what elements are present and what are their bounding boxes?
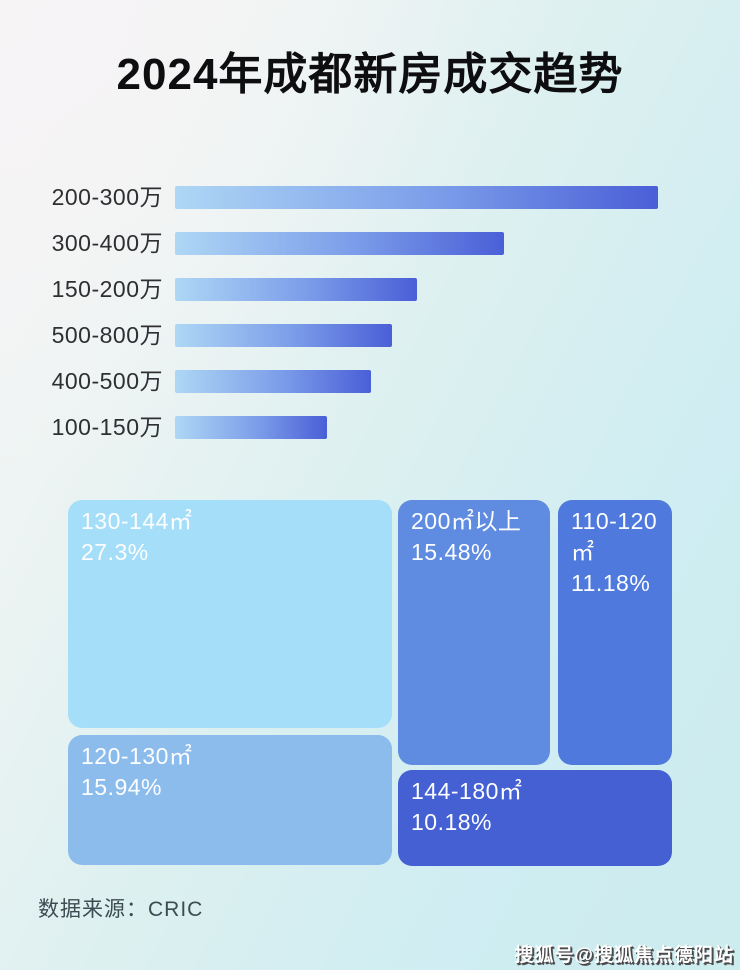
bar-category-label: 200-300万 <box>51 184 163 210</box>
bar-row: 500-800万 <box>0 324 740 347</box>
bar-row: 300-400万 <box>0 232 740 255</box>
treemap-percent: 15.48% <box>411 539 493 565</box>
bar-category-label: 400-500万 <box>51 368 163 394</box>
bar-row: 400-500万 <box>0 370 740 393</box>
page-title: 2024年成都新房成交趋势 <box>116 50 624 99</box>
treemap-label: 110-120㎡ <box>571 508 658 565</box>
bar-100-150 <box>175 416 327 439</box>
bar-150-200 <box>175 278 417 301</box>
bar-row: 100-150万 <box>0 416 740 439</box>
treemap-percent: 11.18% <box>571 570 651 596</box>
bar-track <box>175 186 740 209</box>
data-source-label: 数据来源：CRIC <box>38 898 204 921</box>
bar-track <box>175 278 740 301</box>
bar-track <box>175 416 740 439</box>
treemap-block-200-plus: 200㎡以上 15.48% <box>398 500 550 765</box>
treemap-percent: 10.18% <box>411 809 493 835</box>
treemap-label: 130-144㎡ <box>81 508 193 534</box>
bar-300-400 <box>175 232 504 255</box>
bar-track <box>175 370 740 393</box>
bar-track <box>175 324 740 347</box>
treemap-block-130-144: 130-144㎡ 27.3% <box>68 500 392 728</box>
price-band-bar-chart: 200-300万 300-400万 150-200万 500-800万 400-… <box>0 186 740 462</box>
bar-category-label: 500-800万 <box>51 322 163 348</box>
bar-category-label: 100-150万 <box>51 414 163 440</box>
treemap-percent: 15.94% <box>81 774 163 800</box>
treemap-label: 120-130㎡ <box>81 743 193 769</box>
treemap-block-120-130: 120-130㎡ 15.94% <box>68 735 392 865</box>
treemap-block-110-120: 110-120㎡ 11.18% <box>558 500 672 765</box>
treemap-percent: 27.3% <box>81 539 149 565</box>
bar-row: 150-200万 <box>0 278 740 301</box>
treemap-block-144-180: 144-180㎡ 10.18% <box>398 770 672 866</box>
bar-category-label: 300-400万 <box>51 230 163 256</box>
bar-track <box>175 232 740 255</box>
sohu-watermark: 搜狐号@搜狐焦点德阳站 <box>514 945 734 966</box>
treemap-label: 144-180㎡ <box>411 778 523 804</box>
bar-400-500 <box>175 370 371 393</box>
bar-row: 200-300万 <box>0 186 740 209</box>
bar-200-300 <box>175 186 658 209</box>
treemap-label: 200㎡以上 <box>411 508 522 534</box>
bar-category-label: 150-200万 <box>51 276 163 302</box>
bar-500-800 <box>175 324 392 347</box>
